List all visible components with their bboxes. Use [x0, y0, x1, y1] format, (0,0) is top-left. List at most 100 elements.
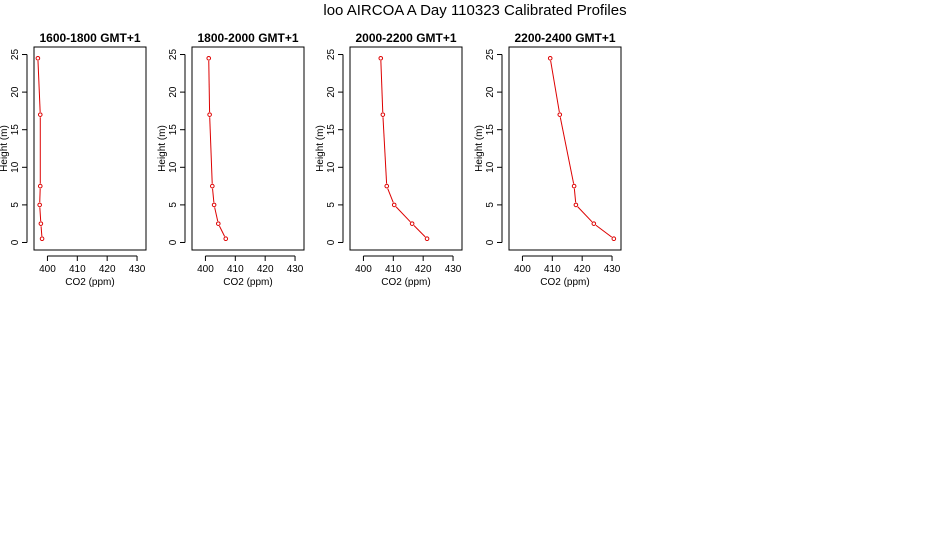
- data-point: [571, 183, 577, 189]
- x-axis-label: CO2 (ppm): [540, 277, 589, 288]
- y-tick-label: 5: [485, 202, 496, 208]
- y-tick-label: 10: [168, 161, 179, 173]
- y-tick-label: 10: [326, 161, 337, 173]
- x-tick-label: 420: [99, 264, 116, 275]
- data-point: [37, 112, 43, 117]
- x-axis-label: CO2 (ppm): [65, 277, 114, 288]
- series-segment: [387, 188, 394, 203]
- y-tick-label: 25: [168, 49, 179, 61]
- plot-frame: [191, 46, 305, 251]
- y-tick-label: 0: [485, 239, 496, 245]
- data-point: [207, 112, 212, 117]
- y-tick-label: 10: [10, 161, 21, 173]
- x-tick-label: 410: [544, 264, 561, 275]
- y-tick-label: 25: [326, 49, 337, 61]
- series-segment: [413, 225, 426, 238]
- series-segment: [577, 206, 593, 223]
- y-tick-label: 20: [168, 86, 179, 98]
- y-tick-label: 25: [485, 49, 496, 61]
- series-segment: [595, 224, 613, 238]
- x-tick-label: 430: [287, 264, 304, 275]
- x-tick-label: 400: [197, 264, 214, 275]
- x-tick-label: 420: [257, 264, 274, 275]
- y-tick-label: 15: [10, 124, 21, 136]
- series-segment: [550, 60, 560, 113]
- x-tick-label: 400: [355, 264, 372, 275]
- data-point: [210, 183, 215, 189]
- data-point: [37, 183, 43, 189]
- y-tick-label: 20: [10, 86, 21, 98]
- series-segment: [40, 226, 43, 237]
- x-tick-label: 400: [39, 264, 56, 275]
- data-point: [215, 221, 221, 226]
- x-tick-label: 400: [514, 264, 531, 275]
- x-tick-label: 410: [385, 264, 402, 275]
- y-axis-label: Height (m): [157, 125, 168, 172]
- y-tick-label: 20: [326, 86, 337, 98]
- plot-frame: [349, 46, 463, 251]
- chart-panel-4: 2200-2400 GMT+1 400 410 420 430 CO2 (ppm) 0 5 10…: [474, 31, 622, 288]
- series-segment: [559, 117, 575, 184]
- y-tick-label: 25: [10, 49, 21, 61]
- data-point: [37, 202, 42, 208]
- y-tick-label: 20: [485, 86, 496, 98]
- data-point: [573, 202, 579, 208]
- series-segment: [395, 206, 411, 223]
- series-segment: [382, 117, 388, 184]
- series-segment: [214, 207, 219, 222]
- plot-frame: [508, 46, 622, 251]
- data-point: [384, 183, 390, 189]
- y-tick-label: 15: [485, 124, 496, 136]
- chart-panel-3: 2000-2200 GMT+1 400 410 420 430 CO2 (ppm) 0 5 10…: [315, 31, 463, 288]
- series-segment: [380, 60, 384, 113]
- data-point: [38, 221, 44, 226]
- series-segment: [37, 60, 41, 113]
- data-point: [380, 112, 386, 117]
- plot-frame: [33, 46, 147, 251]
- x-tick-label: 420: [415, 264, 432, 275]
- data-point: [557, 112, 563, 117]
- y-tick-label: 15: [326, 124, 337, 136]
- data-point: [424, 236, 430, 242]
- data-point: [35, 55, 41, 61]
- series-segment: [209, 117, 213, 184]
- y-tick-label: 5: [168, 202, 179, 208]
- y-tick-label: 5: [10, 202, 21, 208]
- series-segment: [208, 60, 211, 113]
- x-tick-label: 430: [445, 264, 462, 275]
- panel-title: 1600-1800 GMT+1: [39, 31, 140, 45]
- y-tick-label: 0: [168, 239, 179, 245]
- data-point: [391, 202, 397, 208]
- x-tick-label: 410: [69, 264, 86, 275]
- data-point: [206, 55, 212, 61]
- y-axis-label: Height (m): [0, 125, 10, 172]
- panel-title: 2000-2200 GMT+1: [355, 31, 456, 45]
- x-axis-label: CO2 (ppm): [381, 277, 430, 288]
- y-tick-label: 15: [168, 124, 179, 136]
- x-tick-label: 420: [574, 264, 591, 275]
- data-point: [591, 221, 597, 226]
- chart-panel-1: 1600-1800 GMT+1 400 410 420 430 CO2 (ppm) 0 5 10…: [0, 31, 147, 288]
- series-segment: [573, 188, 577, 203]
- figure-title: loo AIRCOA A Day 110323 Calibrated Profi…: [323, 2, 627, 19]
- data-point: [378, 55, 384, 61]
- x-tick-label: 430: [604, 264, 621, 275]
- x-tick-label: 410: [227, 264, 244, 275]
- panel-title: 2200-2400 GMT+1: [514, 31, 615, 45]
- panel-title: 1800-2000 GMT+1: [197, 31, 298, 45]
- chart-panel-2: 1800-2000 GMT+1 400 410 420 430 CO2 (ppm) 0 5 10…: [157, 31, 305, 288]
- y-tick-label: 5: [326, 202, 337, 208]
- series-segment: [39, 207, 42, 222]
- x-tick-label: 430: [129, 264, 146, 275]
- data-point: [611, 236, 617, 242]
- x-axis-label: CO2 (ppm): [223, 277, 272, 288]
- data-point: [547, 55, 553, 61]
- data-point: [211, 202, 217, 208]
- data-point: [409, 221, 415, 226]
- y-axis-label: Height (m): [474, 125, 485, 172]
- y-axis-label: Height (m): [315, 125, 326, 172]
- series-segment: [212, 188, 215, 203]
- y-tick-label: 0: [326, 239, 337, 245]
- data-point: [39, 236, 45, 242]
